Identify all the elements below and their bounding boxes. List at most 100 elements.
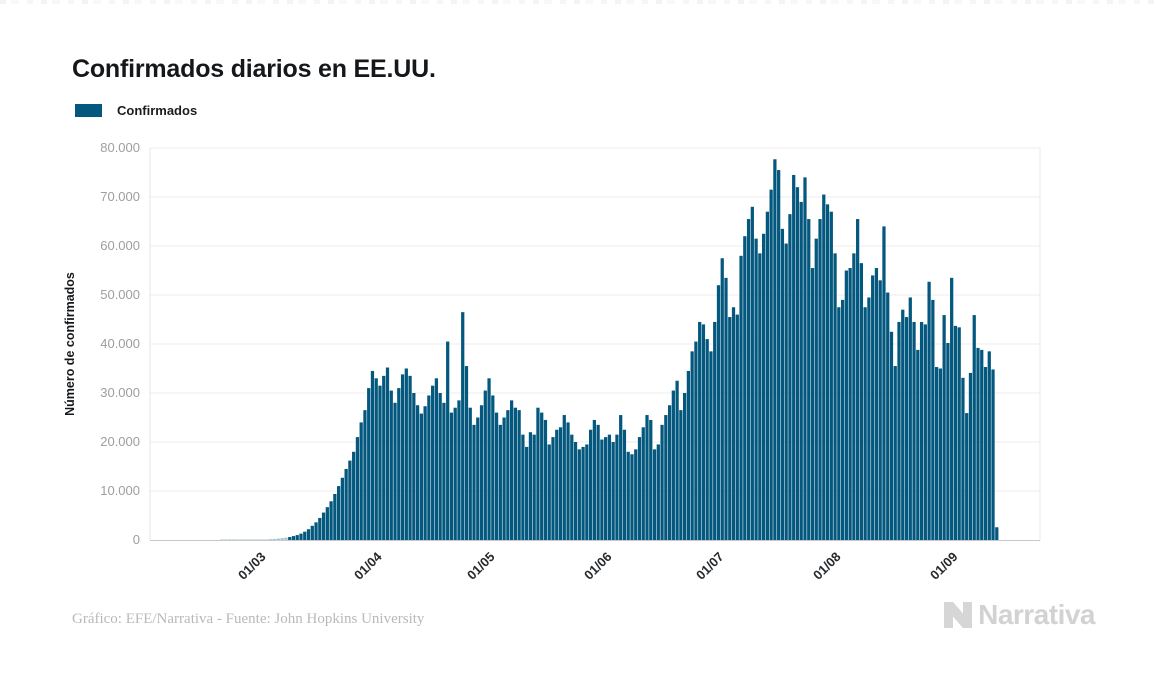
y-tick-label: 10.000 [100, 483, 140, 498]
top-edge-artifact [0, 0, 1157, 4]
bar [889, 331, 894, 540]
bar [299, 533, 303, 540]
bar [927, 281, 931, 540]
bar [370, 370, 375, 540]
legend: Confirmados [75, 103, 197, 118]
bar [709, 351, 713, 540]
bar [953, 325, 958, 540]
bar [303, 531, 307, 540]
bar [713, 321, 717, 540]
bar [807, 219, 811, 541]
bar [536, 407, 540, 540]
bar [720, 258, 724, 540]
bar [686, 370, 691, 540]
bar [340, 477, 344, 540]
bar [731, 307, 736, 540]
bar [325, 507, 329, 540]
bar [893, 366, 897, 540]
bar [652, 449, 657, 540]
bar [483, 390, 487, 540]
bar [931, 299, 935, 540]
chart-title: Confirmados diarios en EE.UU. [72, 54, 436, 83]
bar [269, 539, 273, 540]
bar [840, 299, 845, 540]
bar [434, 378, 439, 540]
bar [588, 429, 593, 540]
bar [348, 460, 352, 540]
bar [438, 393, 442, 540]
bar [619, 415, 623, 540]
bar [803, 177, 807, 540]
bar [235, 539, 239, 540]
legend-swatch [75, 104, 102, 117]
bar [596, 424, 600, 540]
bar [987, 351, 991, 540]
bar [799, 201, 803, 540]
bar [739, 255, 743, 541]
bar [698, 321, 702, 540]
bar [980, 349, 984, 540]
bar [551, 437, 555, 540]
y-tick-label: 60.000 [100, 238, 140, 253]
bar [295, 535, 299, 540]
bar [784, 243, 788, 541]
bar [227, 539, 232, 540]
bar [532, 434, 536, 540]
bar [476, 417, 480, 540]
bar [442, 402, 446, 540]
bar [528, 432, 533, 540]
bar [615, 434, 619, 540]
bar [280, 538, 284, 540]
bar [919, 321, 924, 540]
bar [675, 380, 679, 540]
bar [419, 413, 423, 540]
bar [408, 375, 412, 540]
bar [912, 321, 916, 540]
bar [540, 412, 544, 540]
bar [957, 327, 961, 540]
y-tick-label: 80.000 [100, 140, 140, 155]
bar [728, 317, 732, 540]
bar [577, 449, 581, 540]
bar [961, 377, 965, 540]
bar [859, 263, 864, 540]
bar [671, 390, 675, 540]
bar [453, 407, 457, 540]
bar [498, 424, 502, 540]
bar [660, 424, 664, 540]
bar [513, 407, 518, 540]
bar [792, 174, 796, 540]
bar [254, 539, 258, 540]
bar [333, 493, 337, 540]
bar [995, 527, 999, 540]
bar [547, 444, 551, 540]
bar [972, 315, 976, 540]
bar [950, 277, 954, 540]
bar [464, 366, 469, 540]
legend-label: Confirmados [117, 103, 198, 118]
bar [637, 437, 642, 540]
bar [562, 415, 566, 540]
bar [521, 434, 525, 540]
bar [600, 439, 604, 540]
bar [946, 343, 950, 540]
source-credit: Gráfico: EFE/Narrativa - Fuente: John Ho… [72, 611, 425, 627]
bar [897, 321, 901, 540]
bar [882, 226, 886, 540]
bar [965, 413, 969, 540]
bar [352, 451, 356, 540]
bar [423, 406, 427, 540]
bar [867, 297, 871, 540]
bar [856, 219, 860, 541]
bar [976, 347, 980, 540]
bar [446, 341, 450, 540]
bar [468, 407, 472, 540]
bar [761, 233, 766, 540]
bar [510, 400, 514, 540]
bar [818, 219, 822, 541]
bar [991, 369, 995, 540]
bar [705, 339, 709, 540]
bar [404, 368, 408, 540]
bar [397, 388, 401, 540]
bar [276, 538, 281, 540]
